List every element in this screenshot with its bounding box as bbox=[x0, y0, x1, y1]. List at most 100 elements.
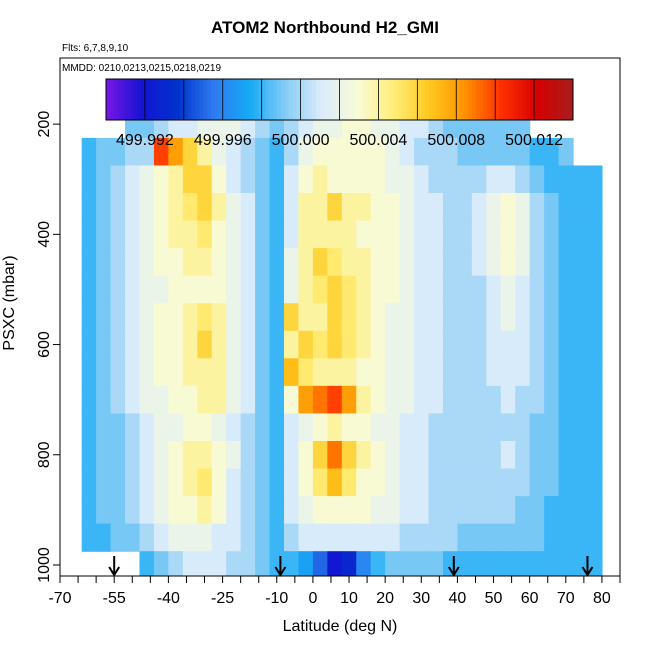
colorbar-segment bbox=[479, 79, 484, 120]
heatmap-cell bbox=[110, 385, 126, 415]
heatmap-cell bbox=[255, 385, 271, 415]
colorbar-segment bbox=[234, 79, 239, 120]
heatmap-cell bbox=[168, 358, 184, 387]
heatmap-cell bbox=[544, 551, 560, 576]
heatmap-cell bbox=[385, 385, 401, 415]
heatmap-cell bbox=[110, 496, 126, 525]
heatmap-cell bbox=[341, 413, 357, 442]
heatmap-cell bbox=[255, 468, 271, 497]
colorbar-tick-label: 499.992 bbox=[116, 132, 174, 149]
heatmap-cell bbox=[211, 358, 227, 387]
heatmap-cell bbox=[298, 330, 314, 359]
heatmap-cell bbox=[153, 248, 169, 277]
heatmap-cell bbox=[197, 385, 213, 415]
heatmap-cell bbox=[428, 413, 444, 442]
heatmap-cell bbox=[96, 303, 112, 332]
heatmap-cell bbox=[81, 385, 97, 415]
x-tick-label: 40 bbox=[449, 590, 467, 607]
heatmap-cell bbox=[457, 523, 473, 552]
heatmap-cell bbox=[96, 330, 112, 359]
heatmap-cell bbox=[457, 440, 473, 470]
heatmap-cell bbox=[414, 496, 430, 525]
heatmap-cell bbox=[226, 193, 242, 222]
heatmap-cell bbox=[486, 358, 502, 387]
heatmap-cell bbox=[558, 413, 574, 442]
heatmap-cell bbox=[356, 358, 372, 387]
heatmap-cell bbox=[500, 303, 516, 332]
colorbar-segment bbox=[199, 79, 204, 120]
colorbar-segment bbox=[444, 79, 449, 120]
heatmap-cell bbox=[399, 551, 415, 576]
heatmap-cell bbox=[414, 385, 430, 415]
heatmap-cell bbox=[255, 330, 271, 359]
heatmap-cell bbox=[96, 220, 112, 249]
heatmap-cell bbox=[370, 248, 386, 277]
heatmap-cell bbox=[110, 275, 126, 304]
heatmap-cell bbox=[240, 193, 256, 222]
heatmap-cell bbox=[370, 468, 386, 497]
y-axis: 200 400 600 800 1000 bbox=[36, 111, 60, 583]
heatmap-cell bbox=[442, 220, 459, 249]
heatmap-cell bbox=[356, 220, 372, 249]
heatmap-cell bbox=[399, 385, 415, 415]
heatmap-cell bbox=[486, 248, 502, 277]
heatmap-cell bbox=[587, 413, 603, 442]
heatmap-cell bbox=[139, 330, 155, 359]
heatmap-cell bbox=[240, 137, 256, 167]
colorbar-segment bbox=[425, 79, 430, 120]
heatmap-cell bbox=[125, 275, 141, 304]
heatmap-cell bbox=[515, 468, 531, 497]
colorbar-segment bbox=[413, 79, 418, 120]
heatmap-cell bbox=[139, 193, 155, 222]
heatmap-cell bbox=[471, 303, 487, 332]
heatmap-cell bbox=[139, 385, 155, 415]
heatmap-cell bbox=[298, 496, 314, 525]
heatmap-cell bbox=[544, 275, 560, 304]
heatmap-cell bbox=[284, 385, 300, 415]
heatmap-cell bbox=[153, 413, 169, 442]
heatmap-cell bbox=[428, 303, 444, 332]
heatmap-cell bbox=[529, 248, 545, 277]
heatmap-cell bbox=[341, 496, 357, 525]
heatmap-cell bbox=[442, 440, 459, 470]
heatmap-cell bbox=[226, 551, 242, 576]
heatmap-cell bbox=[370, 220, 386, 249]
heatmap-cell bbox=[573, 523, 589, 552]
colorbar-segment bbox=[537, 79, 543, 120]
heatmap-cell bbox=[587, 220, 603, 249]
heatmap-cell bbox=[284, 330, 300, 359]
colorbar-segment bbox=[417, 79, 422, 120]
heatmap-cell bbox=[240, 496, 256, 525]
heatmap-cell bbox=[442, 496, 459, 525]
heatmap-cell bbox=[153, 496, 169, 525]
heatmap-cell bbox=[298, 385, 314, 415]
heatmap-cell bbox=[240, 413, 256, 442]
flight-arrow bbox=[447, 556, 460, 577]
heatmap-cell bbox=[399, 440, 415, 470]
heatmap-cell bbox=[269, 468, 285, 497]
heatmap-cell bbox=[139, 496, 155, 525]
heatmap-cell bbox=[139, 165, 155, 194]
colorbar-segment bbox=[495, 79, 500, 120]
heatmap-cell bbox=[182, 137, 198, 167]
heatmap-cell bbox=[356, 385, 372, 415]
heatmap-cell bbox=[81, 303, 97, 332]
heatmap-cell bbox=[428, 193, 444, 222]
colorbar-segment bbox=[292, 79, 298, 120]
heatmap-cell bbox=[197, 358, 213, 387]
heatmap-cell bbox=[399, 523, 415, 552]
colorbar-segment bbox=[183, 79, 189, 120]
heatmap-cell bbox=[168, 413, 184, 442]
heatmap-cell bbox=[81, 440, 97, 470]
heatmap-cell bbox=[587, 248, 603, 277]
heatmap-cell bbox=[240, 551, 256, 576]
heatmap-cell bbox=[544, 165, 560, 194]
heatmap-cell bbox=[153, 551, 169, 576]
x-tick-label: 60 bbox=[521, 590, 539, 607]
colorbar-segment bbox=[549, 79, 555, 120]
heatmap-cell bbox=[587, 165, 603, 194]
heatmap-cell bbox=[428, 275, 444, 304]
heatmap-cell bbox=[327, 523, 343, 552]
heatmap-cell bbox=[255, 137, 271, 167]
